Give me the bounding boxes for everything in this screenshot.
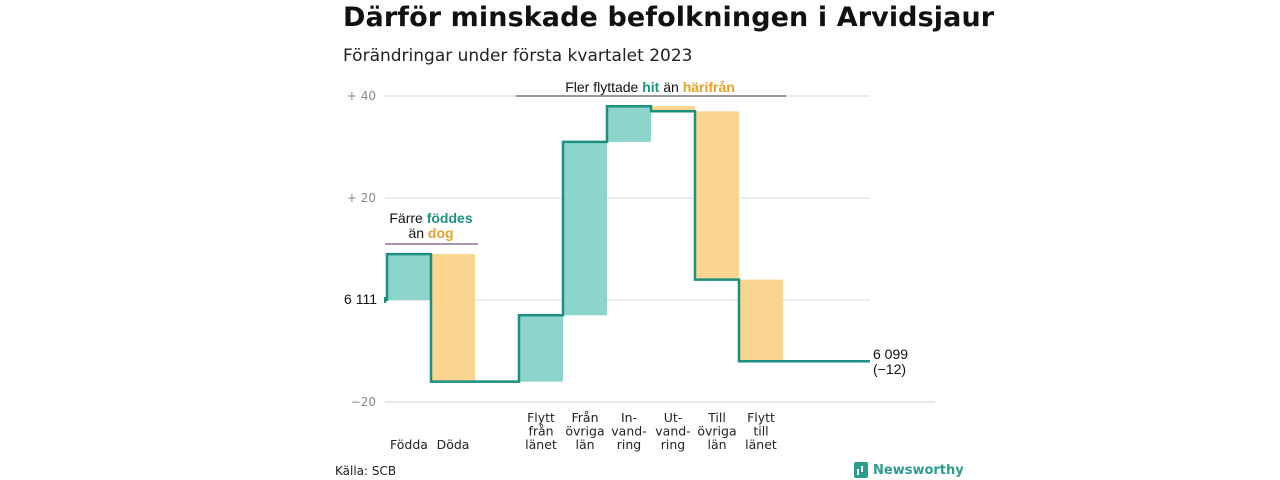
chart-title: Därför minskade befolkningen i Arvidsjau… (343, 2, 995, 33)
newsworthy-logo[interactable]: Newsworthy (854, 462, 964, 478)
category-label: länet (745, 437, 777, 452)
category-label: vand- (655, 424, 690, 439)
category-label: övriga (565, 424, 604, 439)
bar-ut--vand--ring (651, 106, 695, 112)
annotation-births-line2: än dog (408, 225, 453, 241)
annotation-migration: Fler flyttade hit än härifrån (565, 79, 735, 95)
y-tick-label: + 40 (347, 89, 376, 103)
bar-födda (387, 254, 431, 300)
category-label: Flytt (527, 410, 555, 425)
category-label: Till (707, 410, 726, 425)
bar-döda (431, 254, 475, 382)
bar-in--vand--ring (607, 106, 651, 142)
category-label: övriga (697, 424, 736, 439)
category-label: ring (617, 437, 641, 452)
category-label: Från (571, 410, 598, 425)
category-label: ring (661, 437, 685, 452)
chart-subtitle: Förändringar under första kvartalet 2023 (343, 46, 693, 66)
bar-från-övriga-län (563, 141, 607, 316)
annotation-births-line1: Färre föddes (389, 210, 472, 226)
category-label: In- (621, 410, 637, 425)
cumulative-step-line (385, 104, 870, 383)
source-note: Källa: SCB (335, 464, 397, 478)
start-value-label: 6 111 (344, 291, 377, 307)
bar-flytt-från-länet (519, 315, 563, 382)
category-label: Döda (437, 437, 470, 452)
category-label: vand- (611, 424, 646, 439)
category-label: till (753, 424, 768, 439)
bar-flytt-till-länet (739, 279, 783, 362)
bar-till-övriga-län (695, 111, 739, 280)
category-label: från (528, 424, 553, 439)
end-value-label: 6 099 (873, 346, 908, 362)
newsworthy-logo-icon (854, 462, 868, 478)
y-tick-label: −20 (351, 395, 376, 409)
category-label: Ut- (664, 410, 683, 425)
y-tick-label: + 20 (347, 191, 376, 205)
category-label: länet (525, 437, 557, 452)
category-label: län (575, 437, 594, 452)
end-change-label: (−12) (873, 361, 906, 377)
category-label: län (707, 437, 726, 452)
category-label: Flytt (747, 410, 775, 425)
newsworthy-logo-text: Newsworthy (873, 462, 964, 478)
category-label: Födda (390, 437, 428, 452)
